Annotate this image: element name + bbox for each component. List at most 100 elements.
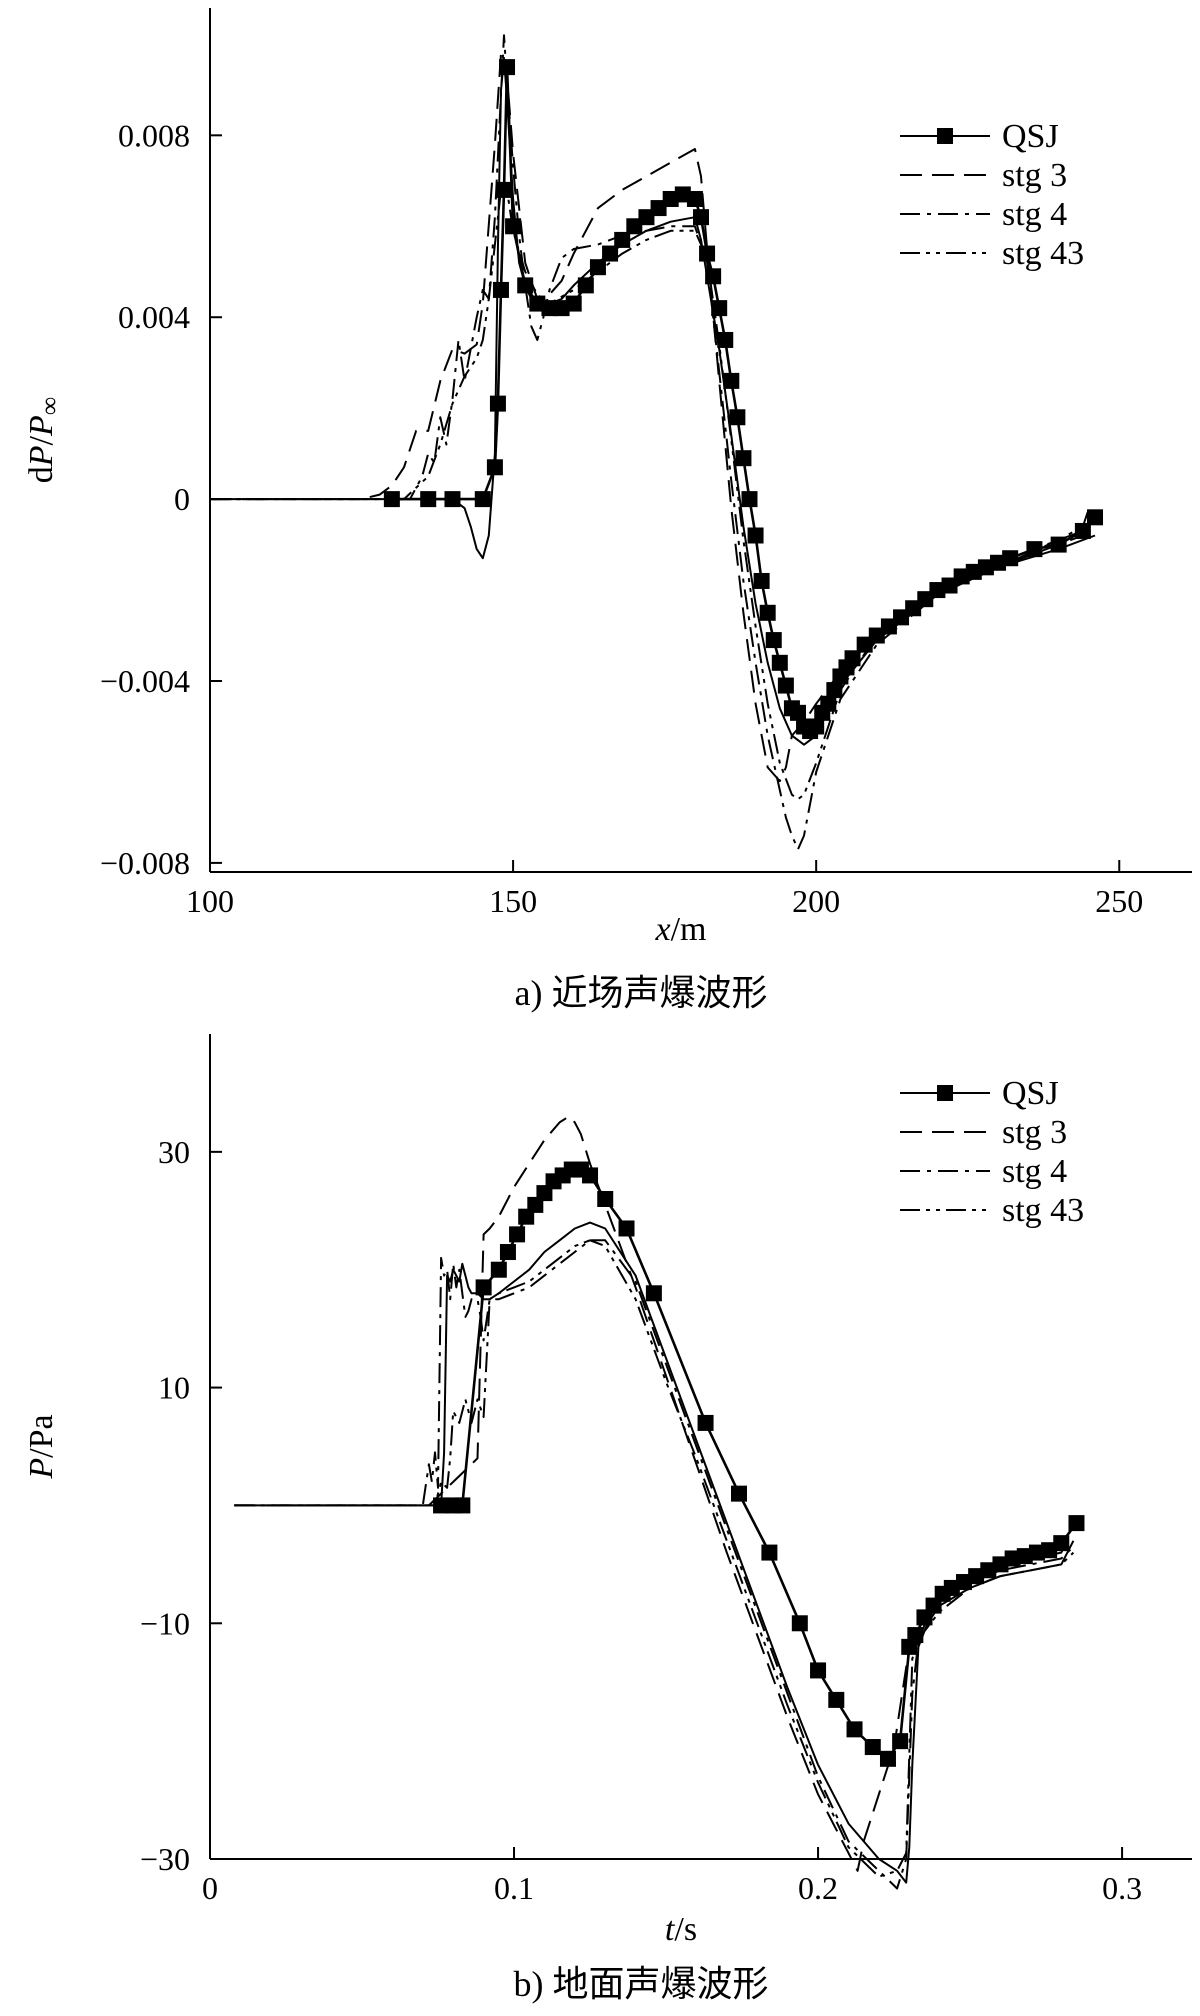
qsj-point — [791, 1615, 808, 1632]
qsj-point — [489, 395, 506, 412]
legend-label: stg 43 — [1002, 1192, 1084, 1229]
qsj-point — [844, 650, 861, 667]
qsj-point — [618, 1220, 635, 1237]
chart-near-field: 100 150 200 250−0.008−0.00400.0040.008x/mdP… — [23, 8, 1192, 1013]
qsj-point — [582, 1167, 599, 1184]
x-axis-label-unit: /s — [674, 1911, 697, 1948]
qsj-point — [474, 491, 491, 508]
qsj-point — [747, 527, 764, 544]
qsj-point — [686, 190, 703, 207]
qsj-point — [492, 281, 509, 298]
qsj-point — [1053, 1535, 1070, 1552]
series-line-unlabeled — [210, 57, 1096, 746]
qsj-point — [1026, 541, 1043, 558]
series-line-stg-43 — [210, 188, 1084, 801]
series-line-stg-3 — [234, 1115, 1078, 1872]
x-axis-label-var: t — [665, 1911, 676, 1948]
qsj-point — [674, 186, 691, 203]
qsj-point — [1041, 1542, 1058, 1559]
qsj-point — [759, 604, 776, 621]
x-tick-label: 200 — [792, 883, 840, 919]
y-axis-label-denominator: P — [23, 415, 60, 437]
qsj-point — [846, 1721, 863, 1738]
y-axis-label-var: P — [23, 446, 60, 468]
x-tick-label: 0.2 — [798, 1870, 838, 1906]
y-axis-label-var: P — [23, 1458, 60, 1480]
y-tick-label: −0.004 — [100, 663, 190, 699]
x-tick-label: 100 — [186, 883, 234, 919]
x-axis-label-var: x — [655, 911, 671, 948]
qsj-point — [789, 704, 806, 721]
qsj-point — [645, 1285, 662, 1302]
qsj-point — [577, 277, 594, 294]
x-tick-label: 150 — [489, 883, 537, 919]
figure-caption: b) 地面声爆波形 — [514, 1964, 769, 2004]
qsj-point — [454, 1497, 471, 1514]
y-axis-label: P/Pa — [23, 1414, 60, 1479]
qsj-point — [697, 1414, 714, 1431]
qsj-point — [810, 1662, 827, 1679]
qsj-point — [711, 300, 728, 317]
legend-label: stg 3 — [1002, 1114, 1067, 1151]
x-axis-label-unit: /m — [671, 911, 707, 948]
legend-label: stg 4 — [1002, 1153, 1067, 1190]
qsj-point — [1016, 1548, 1033, 1565]
qsj-point — [777, 677, 794, 694]
qsj-point — [753, 572, 770, 589]
qsj-point — [499, 1244, 516, 1261]
y-axis-label-subscript: ∞ — [35, 397, 64, 416]
qsj-point — [509, 1226, 526, 1243]
qsj-point — [879, 1750, 896, 1767]
series-line-stg-43 — [234, 1239, 1075, 1878]
qsj-point — [941, 577, 958, 594]
y-tick-label: −0.008 — [100, 845, 190, 881]
x-tick-label: 0 — [202, 1870, 218, 1906]
qsj-point — [828, 1691, 845, 1708]
qsj-point — [953, 568, 970, 585]
qsj-point — [741, 491, 758, 508]
series-line-stg-4 — [234, 1239, 1075, 1890]
qsj-point — [626, 218, 643, 235]
y-tick-label: −10 — [140, 1605, 190, 1641]
qsj-point — [761, 1544, 778, 1561]
qsj-point — [638, 209, 655, 226]
x-tick-label: 0.1 — [494, 1870, 534, 1906]
y-tick-label: 0.008 — [118, 117, 190, 153]
qsj-point — [490, 1261, 507, 1278]
qsj-point — [553, 300, 570, 317]
legend-label: QSJ — [1002, 1075, 1059, 1112]
qsj-point — [943, 1579, 960, 1596]
qsj-point — [475, 1279, 492, 1296]
qsj-point — [717, 331, 734, 348]
y-axis-label: dP/P∞ — [23, 397, 64, 484]
qsj-point — [723, 372, 740, 389]
series-line-stg-4 — [210, 34, 1090, 851]
qsj-point — [735, 450, 752, 467]
qsj-point — [597, 1191, 614, 1207]
y-axis-label-unit: /Pa — [23, 1414, 60, 1457]
qsj-point — [731, 1485, 748, 1502]
legend-label: stg 43 — [1002, 235, 1084, 272]
qsj-point — [565, 295, 582, 312]
qsj-point — [650, 200, 667, 217]
qsj-point — [980, 1562, 997, 1579]
y-axis-label-slash: / — [23, 436, 60, 446]
y-axis-label-prefix: d — [23, 466, 60, 483]
y-tick-label: 30 — [158, 1134, 190, 1170]
y-tick-label: −30 — [140, 1841, 190, 1877]
legend-marker-qsj — [937, 1085, 953, 1101]
qsj-point — [589, 259, 606, 276]
series-line-stg-3 — [210, 52, 1084, 783]
x-axis-label: t/s — [665, 1911, 697, 1948]
qsj-point — [486, 459, 503, 476]
qsj-point — [662, 190, 679, 207]
series-line-qsj — [441, 1168, 1078, 1761]
x-tick-label: 250 — [1095, 883, 1143, 919]
legend-label: stg 3 — [1002, 157, 1067, 194]
qsj-point — [864, 1739, 881, 1756]
y-tick-label: 0 — [174, 481, 190, 517]
x-axis-label: x/m — [655, 911, 707, 948]
y-tick-label: 10 — [158, 1370, 190, 1406]
